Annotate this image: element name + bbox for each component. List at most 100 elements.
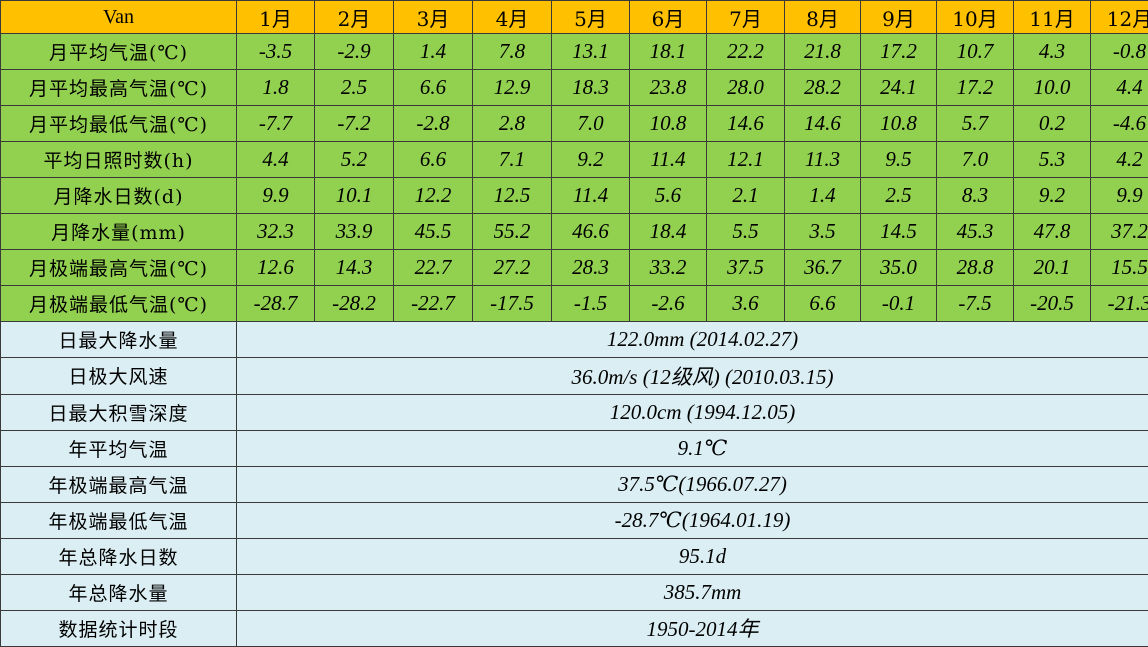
monthly-value-cell: 14.6 <box>784 105 861 143</box>
monthly-value-cell: 47.8 <box>1013 213 1091 251</box>
monthly-value-cell: -28.2 <box>314 285 394 323</box>
monthly-value-cell: 8.3 <box>936 177 1014 215</box>
summary-label: 年极端最高气温 <box>0 465 237 503</box>
monthly-value-cell: 4.2 <box>1090 141 1148 179</box>
month-header: 3月 <box>393 0 473 35</box>
summary-value: 36.0m/s (12级风) (2010.03.15) <box>236 357 1148 395</box>
summary-row: 年极端最低气温 -28.7℃(1964.01.19) <box>0 501 1148 539</box>
monthly-value-cell: 45.5 <box>393 213 473 251</box>
monthly-value-cell: 45.3 <box>936 213 1014 251</box>
monthly-value-cell: 55.2 <box>472 213 552 251</box>
monthly-value-cell: 18.3 <box>551 69 630 107</box>
monthly-value-cell: 6.6 <box>784 285 861 323</box>
monthly-value-cell: 7.0 <box>551 105 630 143</box>
monthly-value-cell: 11.3 <box>784 141 861 179</box>
monthly-value-cell: 3.5 <box>784 213 861 251</box>
monthly-value-cell: 23.8 <box>629 69 707 107</box>
month-header: 11月 <box>1013 0 1091 35</box>
monthly-value-cell: 28.3 <box>551 249 630 287</box>
summary-row: 日极大风速 36.0m/s (12级风) (2010.03.15) <box>0 357 1148 395</box>
monthly-row: 月平均最高气温(℃) 1.8 2.5 6.6 12.9 18.3 23.8 28.0 28.2 2… <box>0 69 1148 107</box>
row-label: 月降水日数(d) <box>0 177 237 215</box>
monthly-value-cell: 37.5 <box>706 249 785 287</box>
monthly-row: 平均日照时数(h) 4.4 5.2 6.6 7.1 9.2 11.4 12.1 11.3 9.5 7… <box>0 141 1148 179</box>
monthly-value-cell: 14.5 <box>860 213 937 251</box>
monthly-value-cell: 10.8 <box>629 105 707 143</box>
monthly-value-cell: 35.0 <box>860 249 937 287</box>
month-header: 10月 <box>936 0 1014 35</box>
monthly-value-cell: -2.8 <box>393 105 473 143</box>
month-header: 1月 <box>236 0 315 35</box>
monthly-value-cell: 12.2 <box>393 177 473 215</box>
summary-row: 日最大降水量 122.0mm (2014.02.27) <box>0 321 1148 359</box>
monthly-value-cell: -7.7 <box>236 105 315 143</box>
summary-value: 122.0mm (2014.02.27) <box>236 321 1148 359</box>
monthly-value-cell: -1.5 <box>551 285 630 323</box>
monthly-value-cell: 24.1 <box>860 69 937 107</box>
row-label: 月平均最低气温(℃) <box>0 105 237 143</box>
monthly-value-cell: 2.1 <box>706 177 785 215</box>
monthly-value-cell: 20.1 <box>1013 249 1091 287</box>
monthly-value-cell: 36.7 <box>784 249 861 287</box>
month-header: 9月 <box>860 0 937 35</box>
monthly-value-cell: 12.6 <box>236 249 315 287</box>
monthly-value-cell: -28.7 <box>236 285 315 323</box>
monthly-value-cell: 9.9 <box>1090 177 1148 215</box>
monthly-value-cell: 12.9 <box>472 69 552 107</box>
summary-value: 95.1d <box>236 537 1148 575</box>
monthly-row: 月降水日数(d) 9.9 10.1 12.2 12.5 11.4 5.6 2.1 1.4 2.5 8… <box>0 177 1148 215</box>
summary-row: 年总降水量 385.7mm <box>0 573 1148 611</box>
monthly-value-cell: 2.5 <box>314 69 394 107</box>
monthly-value-cell: 12.5 <box>472 177 552 215</box>
monthly-value-cell: 4.4 <box>1090 69 1148 107</box>
monthly-value-cell: 22.2 <box>706 33 785 71</box>
monthly-value-cell: 6.6 <box>393 69 473 107</box>
row-label: 月极端最高气温(℃) <box>0 249 237 287</box>
summary-label: 年平均气温 <box>0 429 237 467</box>
monthly-value-cell: -0.8 <box>1090 33 1148 71</box>
monthly-value-cell: 1.4 <box>784 177 861 215</box>
monthly-value-cell: -22.7 <box>393 285 473 323</box>
summary-value: 9.1℃ <box>236 429 1148 467</box>
summary-row: 年平均气温 9.1℃ <box>0 429 1148 467</box>
monthly-value-cell: 28.8 <box>936 249 1014 287</box>
month-header: 8月 <box>784 0 861 35</box>
monthly-value-cell: 5.3 <box>1013 141 1091 179</box>
row-label: 月降水量(mm) <box>0 213 237 251</box>
row-label: 平均日照时数(h) <box>0 141 237 179</box>
monthly-value-cell: 10.8 <box>860 105 937 143</box>
monthly-value-cell: -7.5 <box>936 285 1014 323</box>
monthly-value-cell: 5.6 <box>629 177 707 215</box>
monthly-value-cell: 14.6 <box>706 105 785 143</box>
header-row: Van 1月 2月 3月 4月 5月 6月 7月 8月 9月 10月 11月 1… <box>0 0 1148 35</box>
summary-value: 37.5℃(1966.07.27) <box>236 465 1148 503</box>
monthly-value-cell: -0.1 <box>860 285 937 323</box>
monthly-value-cell: 17.2 <box>936 69 1014 107</box>
monthly-row: 月极端最高气温(℃) 12.6 14.3 22.7 27.2 28.3 33.2 37.5 36… <box>0 249 1148 287</box>
monthly-value-cell: 1.4 <box>393 33 473 71</box>
monthly-value-cell: 2.5 <box>860 177 937 215</box>
monthly-row: 月平均气温(℃) -3.5 -2.9 1.4 7.8 13.1 18.1 22.2 21.8 17… <box>0 33 1148 71</box>
monthly-value-cell: 2.8 <box>472 105 552 143</box>
month-header: 7月 <box>706 0 785 35</box>
month-header: 2月 <box>314 0 394 35</box>
monthly-value-cell: 27.2 <box>472 249 552 287</box>
row-label: 月平均气温(℃) <box>0 33 237 71</box>
monthly-value-cell: -2.6 <box>629 285 707 323</box>
month-header: 4月 <box>472 0 552 35</box>
monthly-value-cell: 5.2 <box>314 141 394 179</box>
summary-value: 1950-2014年 <box>236 609 1148 647</box>
monthly-value-cell: 11.4 <box>629 141 707 179</box>
row-label: 月极端最低气温(℃) <box>0 285 237 323</box>
monthly-row: 月降水量(mm) 32.3 33.9 45.5 55.2 46.6 18.4 5.5 3.5 14… <box>0 213 1148 251</box>
monthly-value-cell: 6.6 <box>393 141 473 179</box>
monthly-value-cell: 1.8 <box>236 69 315 107</box>
monthly-value-cell: 17.2 <box>860 33 937 71</box>
monthly-value-cell: -20.5 <box>1013 285 1091 323</box>
monthly-value-cell: -7.2 <box>314 105 394 143</box>
monthly-value-cell: 18.4 <box>629 213 707 251</box>
monthly-value-cell: 22.7 <box>393 249 473 287</box>
monthly-value-cell: 5.7 <box>936 105 1014 143</box>
